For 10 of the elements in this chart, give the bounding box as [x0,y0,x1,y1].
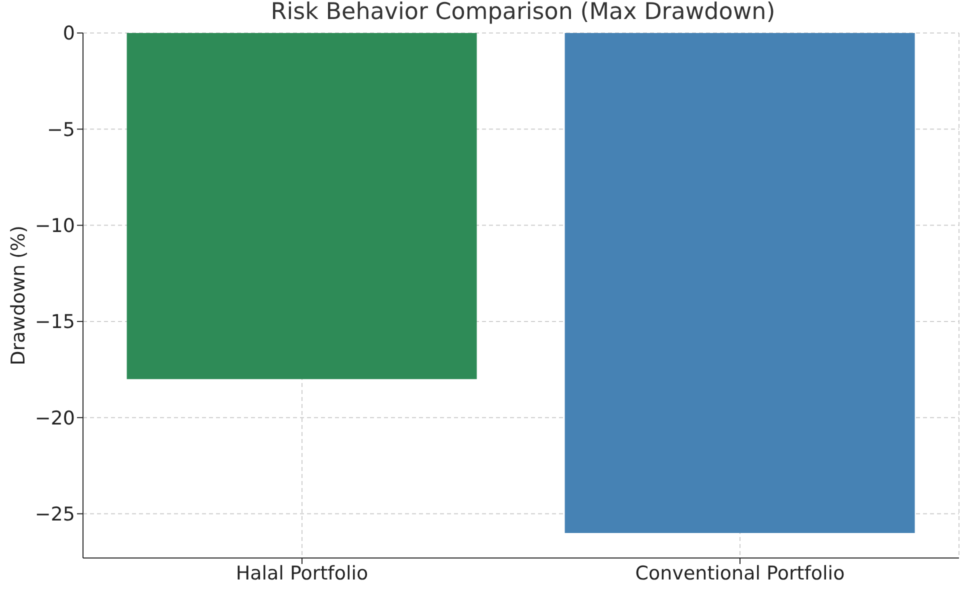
y-tick-label: −10 [34,215,75,238]
y-tick-label: 0 [62,22,75,45]
y-axis-title: Drawdown (%) [8,226,30,366]
y-tick-label: −5 [46,118,75,141]
x-tick-label: Halal Portfolio [236,562,368,584]
chart-title: Risk Behavior Comparison (Max Drawdown) [270,0,776,25]
y-tick-label: −15 [34,311,75,334]
y-tick-label: −20 [34,407,75,430]
x-tick-label: Conventional Portfolio [635,562,845,584]
y-tick-label: −25 [34,504,75,526]
